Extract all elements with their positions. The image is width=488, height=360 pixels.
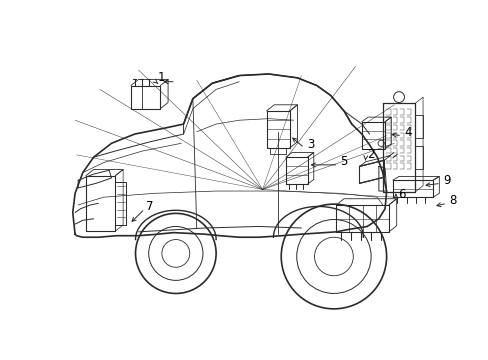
Text: 6: 6 xyxy=(398,188,405,201)
Text: 9: 9 xyxy=(443,174,450,187)
Text: 4: 4 xyxy=(404,126,411,139)
Text: 5: 5 xyxy=(340,155,347,168)
Text: 1: 1 xyxy=(158,71,165,84)
Text: 7: 7 xyxy=(145,200,153,213)
Text: 2: 2 xyxy=(366,148,374,161)
Text: 8: 8 xyxy=(448,194,455,207)
Text: 3: 3 xyxy=(306,138,314,151)
